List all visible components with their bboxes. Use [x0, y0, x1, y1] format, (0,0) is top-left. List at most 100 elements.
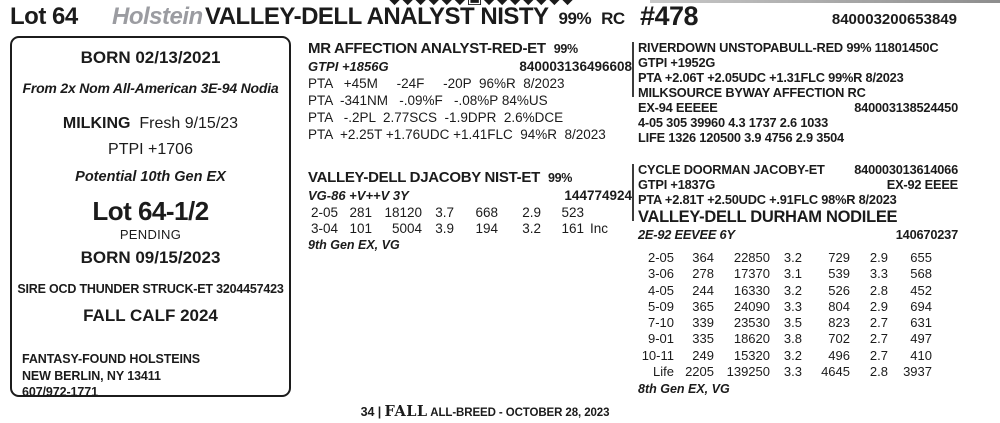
sire-pta-line: PTA -.2PL 2.77SCS -1.9DPR 2.6%DCE	[308, 110, 564, 125]
table-cell: 24090	[733, 298, 770, 314]
dam-name-text: VALLEY-DELL DJACOBY NIST-ET	[308, 169, 540, 186]
table-cell: 3.3	[869, 266, 888, 282]
table-row: 9-01 335 18620 3.8 702 2.7 497	[638, 331, 958, 347]
table-cell: 539	[828, 266, 850, 282]
sire-id: 840003136496608	[519, 59, 632, 74]
table-cell: 5004	[391, 220, 422, 236]
table-cell: 365	[692, 298, 714, 314]
dam-dam-block: VALLEY-DELL DURHAM NODILEE 2E-92 EEVEE 6…	[638, 208, 958, 397]
dam-block: VALLEY-DELL DJACOBY NIST-ET 99% VG-86 +V+…	[308, 169, 632, 253]
sale-title: ALL-BREED - OCTOBER 28, 2023	[427, 407, 610, 419]
page-header: Lot 64 Holstein VALLEY-DELL ANALYST NIST…	[0, 1, 1000, 35]
dam-id: 144774924	[564, 188, 632, 203]
pedigree-right-column: RIVERDOWN UNSTOPABULL-RED 99% 11801450C …	[638, 40, 958, 397]
table-cell: 526	[828, 282, 850, 298]
table-cell: 3.8	[783, 331, 802, 347]
dam-dam-name: VALLEY-DELL DURHAM NODILEE	[638, 208, 898, 226]
pedigree-bracket-line	[632, 164, 634, 221]
reliability-pct: 99%	[558, 9, 592, 28]
consignor-phone: 607/972-1771	[22, 385, 98, 399]
table-cell: 3.3	[783, 298, 802, 314]
dam-sire-score: EX-92 EEEE	[886, 177, 958, 192]
consignor-block: FANTASY-FOUND HOLSTEINS NEW BERLIN, NY 1…	[12, 351, 289, 401]
table-cell: 339	[692, 315, 714, 331]
table-row: 3-06 278 17370 3.1 539 3.3 568	[638, 266, 958, 282]
table-cell: 17370	[733, 266, 770, 282]
table-cell: 3.1	[783, 266, 802, 282]
table-cell: 4645	[821, 364, 850, 380]
table-cell: 2.7	[869, 347, 888, 363]
sale-brand: FALL	[384, 403, 428, 420]
table-cell: 523	[561, 205, 584, 220]
sire-dam-score: EX-94 EEEEE	[638, 100, 718, 115]
dam-sire-id: 840003013614066	[854, 162, 958, 177]
table-row: 2-05 364 22850 3.2 729 2.9 655	[638, 250, 958, 266]
table-cell: Life	[653, 364, 674, 380]
table-cell: 3.2	[783, 347, 802, 363]
sire-name: MR AFFECTION ANALYST-RED-ET 99%	[308, 40, 632, 58]
table-row: 3-04 101 5004 3.9 194 3.2 161 Inc	[308, 221, 632, 237]
top-gray-rule	[650, 0, 1000, 3]
dam-name: VALLEY-DELL DJACOBY NIST-ET 99%	[308, 169, 632, 187]
sire-dam-id: 840003138524450	[854, 100, 958, 115]
table-cell: 2205	[685, 364, 714, 380]
born-date-1: BORN 02/13/2021	[80, 48, 221, 67]
table-cell: 3.2	[783, 282, 802, 298]
milking-value: Fresh 9/15/23	[130, 115, 239, 132]
table-cell: 729	[828, 250, 850, 265]
sire-block: MR AFFECTION ANALYST-RED-ET 99% GTPI +185…	[308, 40, 632, 143]
registration-id: 840003200653849	[831, 11, 957, 28]
table-cell: 2-05	[310, 205, 338, 220]
catalog-number: #478	[640, 1, 699, 31]
table-cell: 161	[561, 220, 584, 236]
milking-label: MILKING	[62, 115, 131, 132]
table-row: Life 2205 139250 3.3 4645 2.8 3937	[638, 364, 958, 380]
table-cell: 2.9	[869, 298, 888, 314]
table-row: 10-11 249 15320 3.2 496 2.7 410	[638, 348, 958, 364]
table-cell: 2.7	[869, 331, 888, 347]
sire-dam-name: MILKSOURCE BYWAY AFFECTION RC	[638, 85, 866, 100]
table-cell: 139250	[726, 364, 770, 380]
table-cell: 568	[910, 266, 932, 282]
dam-dam-lactation-table: 2-05 364 22850 3.2 729 2.9 655 3-06 278 17370 3.1 5…	[638, 250, 958, 380]
lot-number: Lot 64	[10, 3, 78, 30]
dam-score: VG-86 +V++V 3Y	[308, 188, 409, 203]
table-row: 4-05 244 16330 3.2 526 2.8 452	[638, 283, 958, 299]
dam-lactation-table: 2-05 281 18120 3.7 668 2.9 523 3-04 101 5004 3.9 19…	[308, 205, 632, 236]
table-cell: 3-06	[647, 266, 674, 282]
dam-dam-id: 140670237	[895, 227, 958, 242]
rc-flag: RC	[601, 9, 625, 28]
sire-pct: 99%	[553, 42, 578, 56]
table-cell: 496	[828, 347, 850, 363]
table-cell: 281	[349, 205, 372, 220]
table-cell: 364	[692, 250, 714, 265]
table-cell: 655	[910, 250, 932, 265]
pedigree-middle-column: MR AFFECTION ANALYST-RED-ET 99% GTPI +185…	[308, 40, 632, 253]
table-cell: 194	[475, 220, 498, 236]
sire-sire-gtpi: GTPI +1952G	[638, 55, 716, 70]
table-cell: 3937	[903, 364, 932, 380]
dam-sire-name: CYCLE DOORMAN JACOBY-ET	[638, 162, 825, 177]
sire-sire-pta: PTA +2.06T +2.05UDC +1.31FLC 99%R 8/2023	[638, 70, 904, 85]
diamond-border-icon: ◆◆◆◆◆◆▣◆◆◆◆◆◆◆	[388, 0, 624, 8]
potential-note: Potential 10th Gen EX	[75, 169, 226, 185]
sub-lot-number: Lot 64-1/2	[92, 196, 209, 226]
sire-pta-line: PTA +45M -24F -20P 96%R 8/2023	[308, 76, 565, 91]
footer-separator: |	[374, 405, 385, 419]
table-cell: 631	[910, 315, 932, 331]
table-cell: 702	[828, 331, 850, 347]
table-cell: 249	[692, 347, 714, 363]
table-cell: 22850	[733, 250, 770, 265]
table-cell	[584, 205, 618, 221]
table-cell: 244	[692, 282, 714, 298]
table-cell: 18120	[384, 205, 422, 220]
dam-note: From 2x Nom All-American 3E-94 Nodia	[22, 80, 279, 96]
ornament-right: ◆◆◆◆◆◆◆	[483, 0, 575, 7]
table-cell: 10-11	[641, 347, 674, 363]
table-cell: 5-09	[647, 298, 674, 314]
table-cell: 804	[828, 298, 850, 314]
table-cell: 2.8	[869, 282, 888, 298]
table-row: 2-05 281 18120 3.7 668 2.9 523	[308, 205, 632, 221]
table-cell: 3.2	[783, 250, 802, 265]
